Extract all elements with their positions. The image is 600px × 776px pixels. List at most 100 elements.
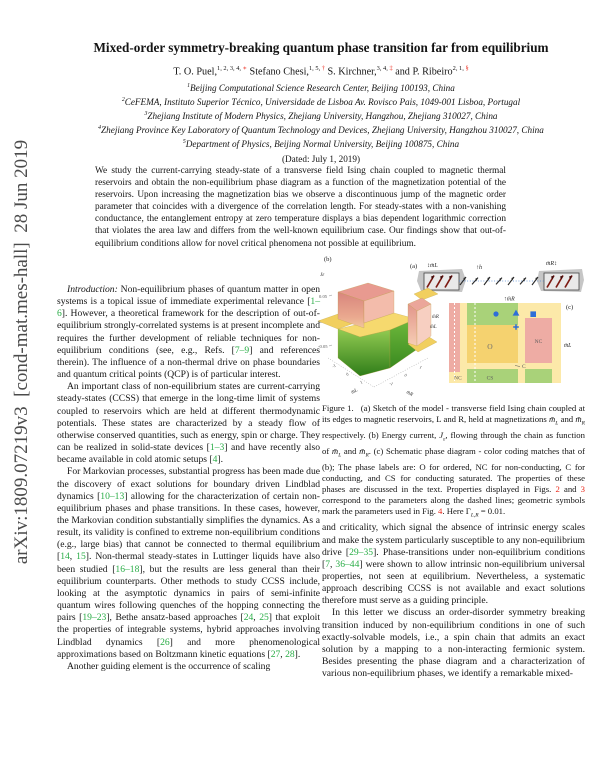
text-run: For Markovian processes, substantial pro… (57, 466, 320, 502)
math-symbol: m̄ (575, 414, 582, 425)
phase-label-nc-left: NC (454, 376, 462, 382)
z-tick: -0.05 (318, 344, 328, 349)
text-run: ] and references therein). The influence… (57, 344, 320, 381)
subscript-text: L,R (470, 513, 479, 520)
panel-c-phase-diagram: O NC NC CS C ↑m̄R m̄L (c) (449, 297, 573, 383)
phase-region-green-bottom-right (525, 369, 552, 383)
citation-link[interactable]: 16–18 (115, 563, 140, 575)
paragraph: In this letter we discuss an order-disor… (322, 607, 585, 680)
affiliations-block: 1Beijing Computational Science Research … (57, 81, 585, 151)
citation-link[interactable]: 28 (285, 648, 295, 660)
z-tick: 0.05 (319, 294, 328, 299)
citation-link[interactable]: 1–3 (209, 442, 225, 454)
base-axes (327, 357, 429, 388)
affiliation-line: 3Zhejiang Institute of Modern Physics, Z… (57, 109, 585, 123)
text-run: In this letter we discuss an order-disor… (322, 607, 585, 680)
citation-link[interactable]: 14 (60, 551, 70, 563)
text-run: , flowing through the chain as function … (322, 430, 585, 456)
citation-link[interactable]: 26 (160, 636, 170, 648)
citation-link[interactable]: 24 (243, 612, 254, 624)
text-run: ] and more phenomenological approximatio… (57, 636, 320, 660)
text-run: ]. However, a theoretical framework for … (57, 308, 320, 356)
phase-diagram-x-axis-label: m̄L (564, 343, 571, 349)
phase-label-nc-right: NC (535, 339, 543, 345)
figure-ref-link[interactable]: 4 (438, 506, 443, 517)
text-run: (a) Sketch of the model - transverse fie… (322, 403, 585, 425)
corner-axis-label-ml: m̄L (430, 324, 437, 330)
abstract: We study the current-carrying steady-sta… (95, 166, 506, 249)
x-tick: 1 (359, 379, 363, 384)
caption-label: Figure 1. (322, 403, 354, 413)
y-axis-label: m̄R (405, 389, 415, 398)
paragraph: For Markovian processes, substantial pro… (57, 466, 320, 661)
author-footnote-link[interactable]: ‡ (389, 65, 393, 72)
author-footnote-link[interactable]: § (465, 65, 469, 72)
figure-ref-link[interactable]: 2 (555, 484, 560, 495)
spin-chain-icon (459, 276, 539, 286)
citation-link[interactable]: 4 (212, 454, 218, 466)
citation-link[interactable]: 10–13 (100, 490, 125, 502)
text-run: Zhejiang Institute of Modern Physics, Zh… (147, 111, 498, 122)
phase-region-cs (467, 369, 518, 383)
panel-b-energy-current-plot: (b) Jε 0.05 0.00 -0.05 (318, 256, 440, 398)
subscript-text: ε (443, 436, 446, 443)
citation-link[interactable]: 7–9 (234, 344, 250, 356)
marker-plus (513, 324, 519, 330)
text-run: ], but the results are less general than… (57, 563, 320, 624)
left-column: Introduction: Non-equilibrium phases of … (57, 284, 320, 673)
math-symbol: m̄ (331, 445, 339, 456)
text-run: Non-equilibrium phases of quantum matter… (57, 284, 320, 308)
citation-link[interactable]: 36–44 (335, 558, 360, 570)
citation-link[interactable]: 29–35 (349, 546, 374, 558)
text-run: = 0.01. (478, 506, 506, 517)
x-tick: -1 (331, 363, 337, 369)
citation-link[interactable]: 19–23 (82, 612, 107, 624)
marker-square (530, 311, 536, 317)
superscript-text: 3 (144, 111, 148, 118)
text-run: . Here Γ (442, 506, 471, 517)
emphasis-text: Introduction: (67, 284, 118, 295)
reservoir-left-spin-heads (430, 275, 452, 280)
text-run: , (330, 558, 336, 570)
text-run: , (280, 648, 286, 660)
text-run: ] that exploit the properties of integra… (57, 612, 321, 648)
text-run: S. Kirchner, (324, 66, 377, 78)
paper-title: Mixed-order symmetry-breaking quantum ph… (93, 40, 549, 55)
math-symbol: m̄ (359, 445, 366, 456)
affiliation-line: 4Zhejiang Province Key Laboratory of Qua… (57, 123, 585, 137)
text-run: ]. (294, 648, 301, 660)
reservoir-left-box (423, 272, 460, 291)
text-run: ] were shown to allow intrinsic non-equi… (322, 558, 585, 607)
affiliation-line: 5Department of Physics, Beijing Normal U… (57, 137, 585, 151)
text-run: , (69, 551, 77, 563)
paper-header: Mixed-order symmetry-breaking quantum ph… (57, 40, 585, 164)
corner-axis-label-mr: m̄R (432, 314, 440, 320)
phase-label-o: O (487, 342, 493, 351)
author-footnote-link[interactable]: ∗ (242, 65, 247, 72)
spin-chain-heads (463, 277, 538, 282)
author-footnote-link[interactable]: † (321, 65, 325, 72)
phase-label-c: C (522, 364, 526, 370)
phase-region-nc-right (525, 318, 552, 363)
phase-region-green-top (467, 303, 518, 325)
citation-link[interactable]: 15 (76, 551, 86, 563)
marker-triangle (512, 309, 520, 316)
citation-link[interactable]: 1–6 (57, 296, 320, 320)
text-run: and (559, 484, 581, 495)
superscript-text: 1, 5, (308, 65, 322, 72)
marker-circle (493, 311, 499, 317)
x-axis-label: m̄L (350, 387, 359, 395)
text-run: and P. Ribeiro (392, 66, 453, 78)
surface-3d (318, 282, 439, 377)
text-run: ] allowing for the characterization of c… (57, 490, 320, 563)
figure-1: (a) (318, 256, 584, 398)
text-run: Beijing Computational Science Research C… (190, 83, 455, 94)
phase-region-nc-left-strip (449, 303, 460, 372)
citation-link[interactable]: 7 (325, 558, 330, 570)
y-tick: 0 (404, 372, 409, 378)
citation-link[interactable]: 25 (259, 612, 269, 624)
math-symbol: m̄ (549, 414, 556, 425)
figure-ref-link[interactable]: 3 (580, 484, 585, 495)
citation-link[interactable]: 27 (270, 648, 281, 660)
